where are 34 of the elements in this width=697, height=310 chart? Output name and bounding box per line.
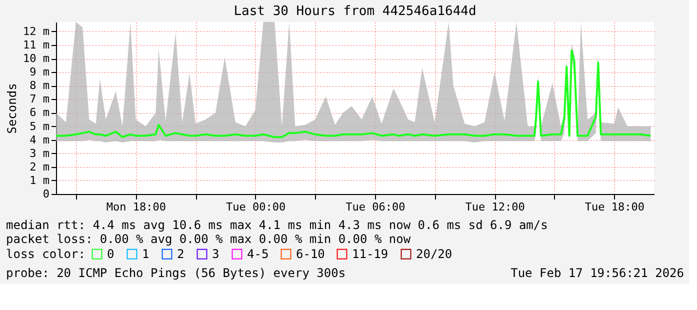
y-tick-label: 6 m — [30, 106, 50, 120]
legend-title: loss color: — [6, 247, 86, 261]
legend-label: 3 — [212, 247, 220, 262]
y-tick-label: 9 m — [30, 66, 50, 79]
y-tick-label: 0 — [42, 188, 50, 200]
text: median rtt: 4.4 ms avg 10.6 ms max 4.1 ms min 4.3 ms now 0.6 ms sd 6.9 am/s — [6, 218, 548, 232]
legend-label: 0 — [107, 247, 114, 262]
y-tick-label: 10 m — [23, 52, 50, 66]
x-tick-label: Tue 06:00 — [346, 200, 406, 214]
x-tick-label: Tue 12:00 — [465, 200, 525, 214]
x-tick-label: Tue 18:00 — [584, 200, 644, 214]
chart-title: Last 30 Hours from 442546a1644d — [234, 4, 476, 19]
y-tick-label: 1 m — [30, 174, 50, 187]
y-tick-label: 5 m — [30, 120, 50, 133]
line-series — [55, 49, 652, 138]
legend-label: 20/20 — [416, 247, 452, 262]
x-tick-label: Mon 18:00 — [106, 200, 166, 214]
y-tick-label: 11 m — [23, 38, 50, 52]
legend-label: 2 — [177, 247, 184, 262]
text: Tue Feb 17 19:56:21 2026 — [510, 266, 684, 280]
legend-label: 11-19 — [352, 247, 388, 262]
y-tick-label: 3 m — [30, 146, 50, 160]
legend-label: 4-5 — [247, 247, 269, 262]
y-tick-label: 7 m — [30, 92, 50, 106]
text: probe: 20 ICMP Echo Pings (56 Bytes) every 300s — [6, 266, 346, 280]
y-tick-label: 12 m — [23, 24, 50, 38]
y-tick-label: 2 m — [30, 160, 50, 174]
x-tick-label: Tue 00:00 — [226, 200, 286, 214]
legend-label: 1 — [142, 247, 150, 262]
text: packet loss: 0.00 % avg 0.00 % max 0.00 % min 0.00 % now — [6, 232, 412, 246]
y-axis-title: Seconds — [5, 83, 20, 134]
legend-label: 6-10 — [296, 247, 325, 262]
y-tick-label: 4 m — [30, 133, 50, 146]
y-tick-label: 8 m — [30, 79, 50, 92]
